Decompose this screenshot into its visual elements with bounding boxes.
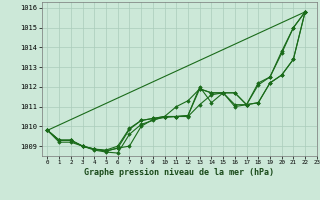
X-axis label: Graphe pression niveau de la mer (hPa): Graphe pression niveau de la mer (hPa) [84, 168, 274, 177]
